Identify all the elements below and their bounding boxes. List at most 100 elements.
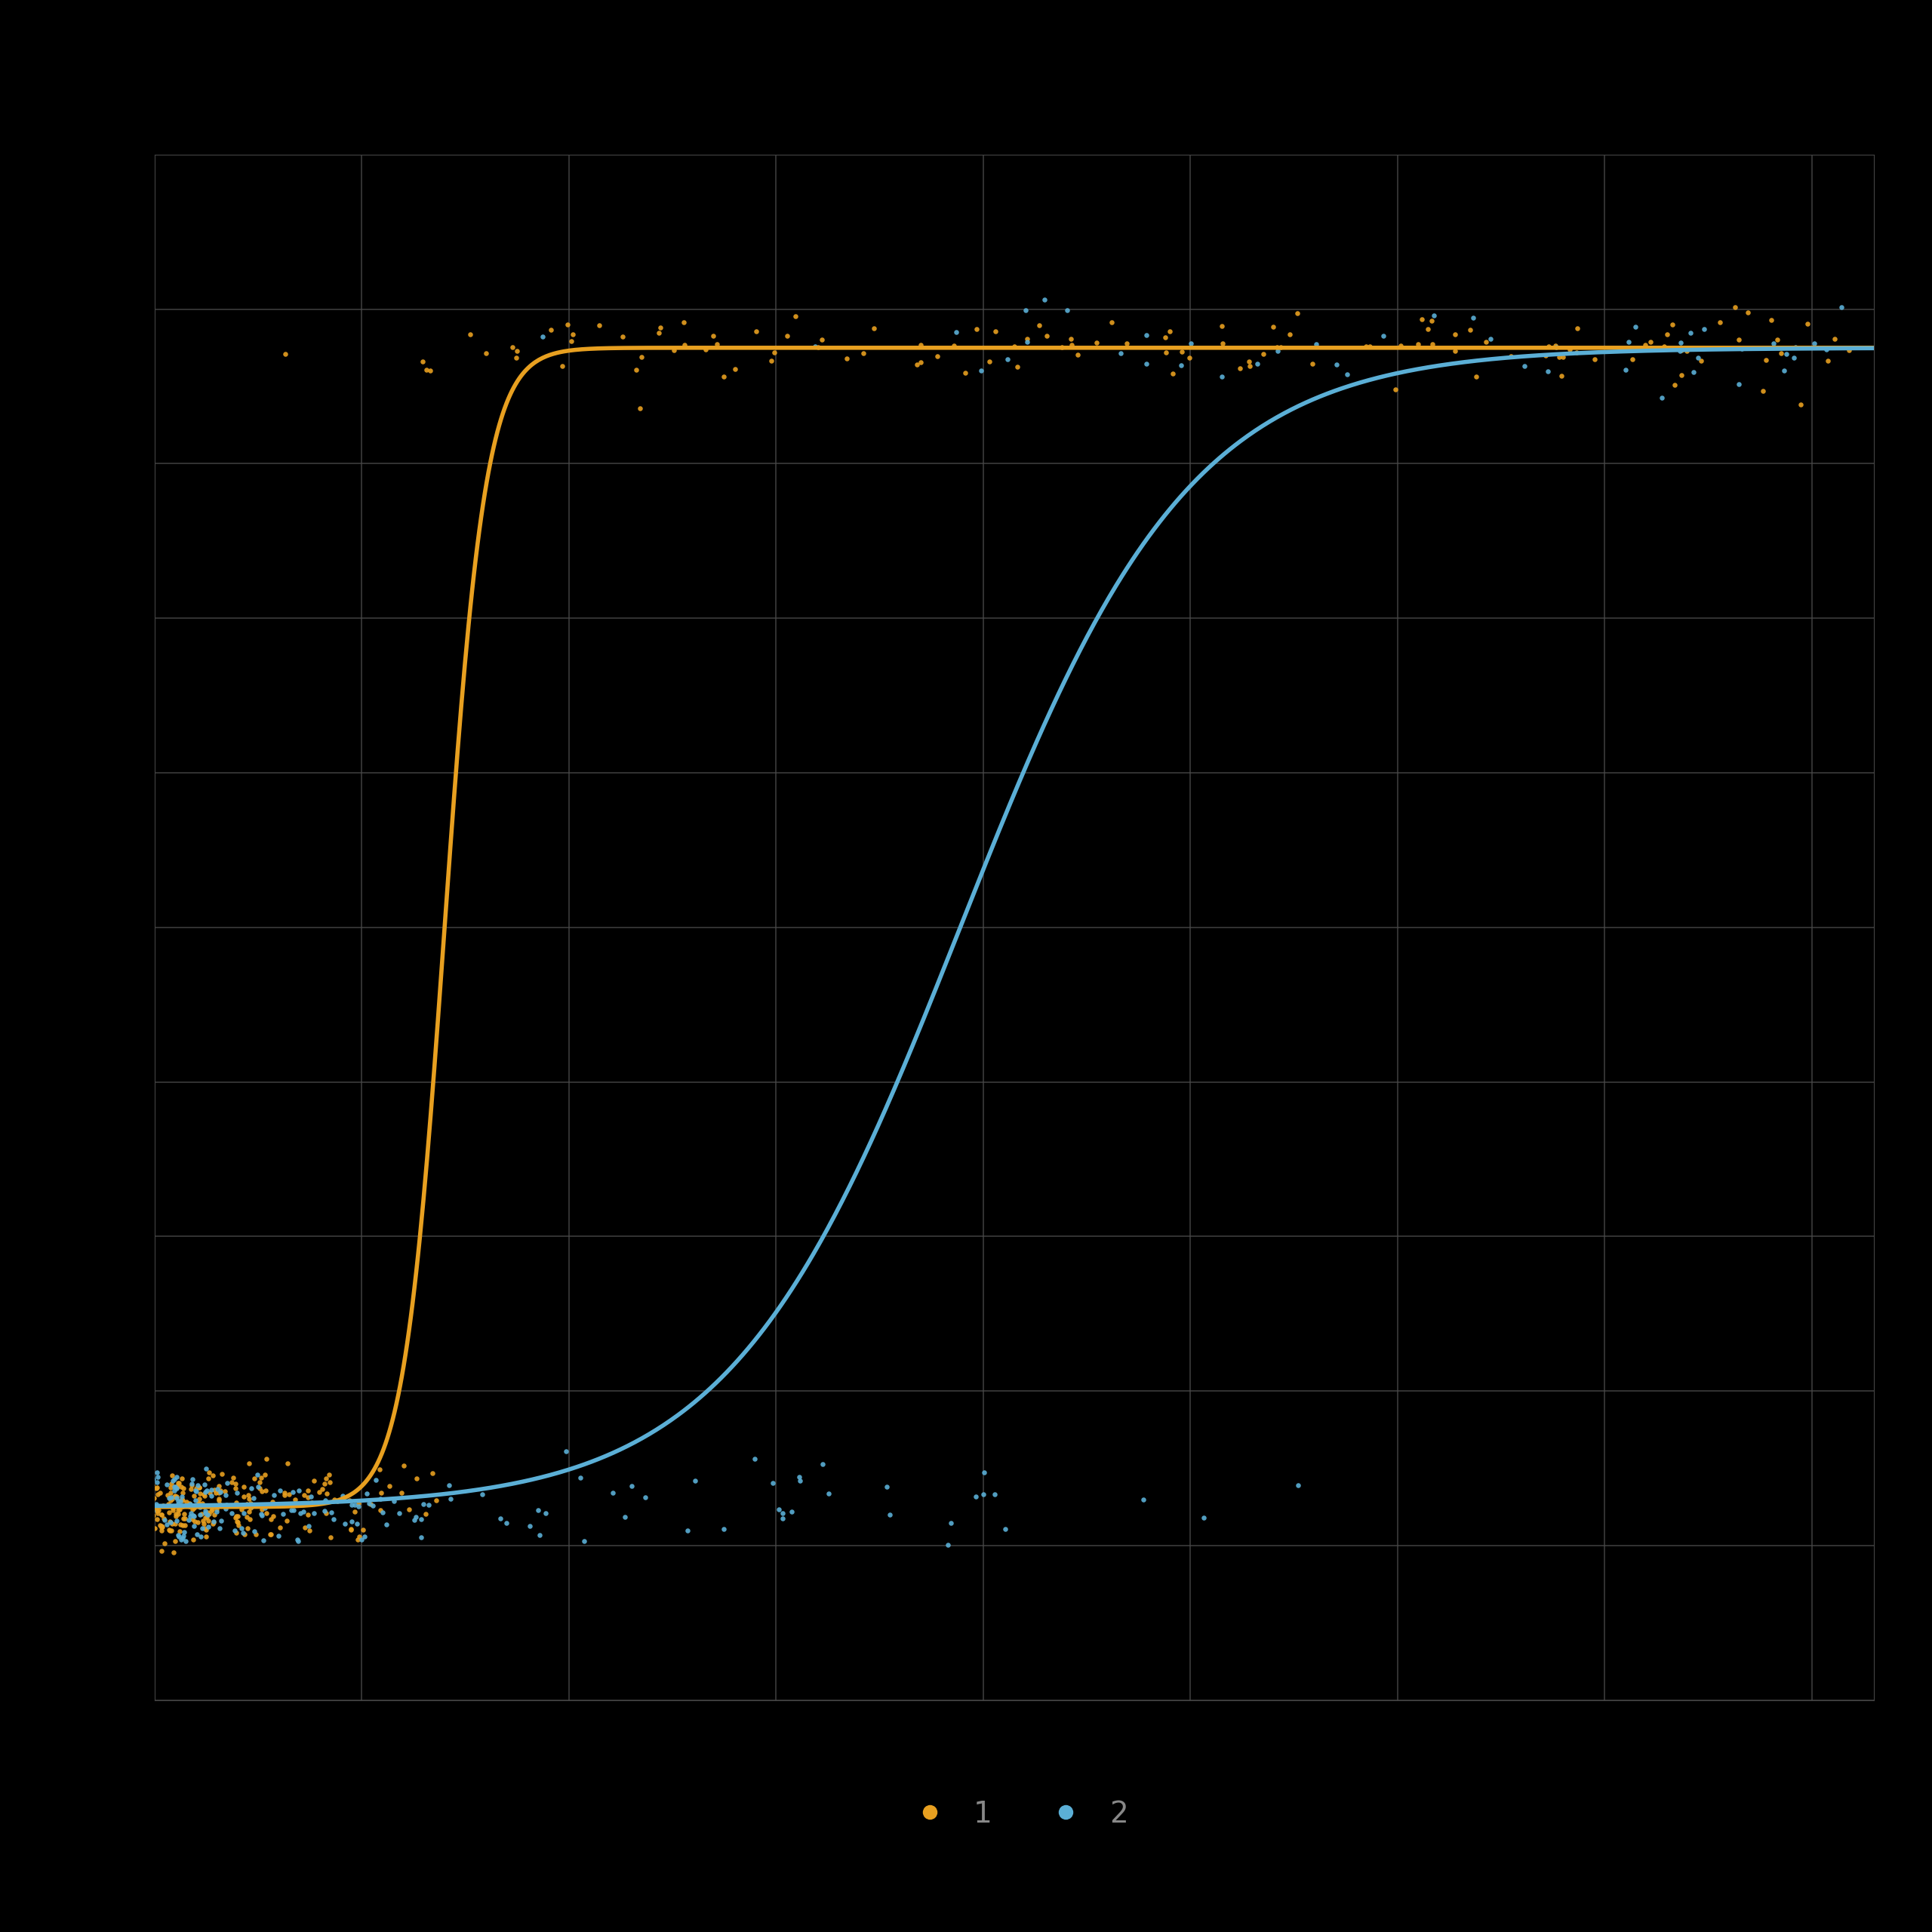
- Point: [1416, 328, 1447, 359]
- Point: [236, 1490, 267, 1520]
- Point: [697, 321, 728, 352]
- Point: [468, 1478, 498, 1509]
- Point: [1206, 361, 1236, 392]
- Point: [303, 1476, 334, 1507]
- Point: [166, 1486, 197, 1517]
- Point: [309, 1484, 340, 1515]
- Point: [280, 1484, 311, 1515]
- Point: [156, 1493, 187, 1524]
- Point: [357, 1490, 388, 1520]
- Point: [342, 1488, 373, 1519]
- Point: [529, 1497, 560, 1528]
- Point: [935, 1507, 966, 1538]
- Point: [375, 1470, 406, 1501]
- Point: [1208, 328, 1238, 359]
- Point: [220, 1488, 251, 1519]
- Point: [311, 1497, 342, 1528]
- Point: [296, 1488, 327, 1519]
- Point: [435, 1484, 466, 1515]
- Point: [1476, 325, 1507, 355]
- Point: [185, 1499, 216, 1530]
- Point: [1689, 313, 1719, 344]
- Point: [400, 1501, 431, 1532]
- Point: [232, 1513, 263, 1544]
- Point: [247, 1493, 278, 1524]
- Point: [1258, 311, 1289, 342]
- Point: [597, 1478, 628, 1509]
- Point: [408, 1490, 439, 1520]
- Point: [1665, 359, 1696, 390]
- Point: [1032, 321, 1063, 352]
- Point: [607, 321, 638, 352]
- Point: [155, 1478, 185, 1509]
- Point: [185, 1492, 216, 1522]
- Point: [261, 1488, 292, 1519]
- Point: [147, 1515, 178, 1546]
- Point: [162, 1492, 193, 1522]
- Point: [166, 1490, 197, 1520]
- Point: [187, 1488, 218, 1519]
- Point: [491, 1507, 522, 1538]
- Point: [236, 1493, 267, 1524]
- Point: [1262, 330, 1293, 361]
- Point: [1130, 348, 1161, 379]
- Point: [218, 1515, 249, 1546]
- Point: [620, 355, 651, 386]
- Point: [166, 1482, 197, 1513]
- Point: [189, 1470, 220, 1501]
- Point: [701, 328, 732, 359]
- Point: [211, 1490, 242, 1520]
- Point: [551, 1435, 582, 1466]
- Point: [394, 1493, 425, 1524]
- Point: [197, 1493, 228, 1524]
- Point: [1111, 328, 1142, 359]
- Point: [781, 301, 811, 332]
- Point: [497, 332, 527, 363]
- Point: [234, 1484, 265, 1515]
- Point: [213, 1466, 243, 1497]
- Point: [145, 1511, 176, 1542]
- Point: [1665, 327, 1696, 357]
- Point: [327, 1480, 357, 1511]
- Point: [178, 1524, 209, 1555]
- Point: [168, 1503, 199, 1534]
- Point: [1128, 1484, 1159, 1515]
- Point: [980, 315, 1010, 346]
- Point: [1208, 311, 1238, 342]
- Point: [933, 1530, 964, 1561]
- Point: [338, 1495, 369, 1526]
- Point: [624, 392, 655, 423]
- Point: [319, 1503, 350, 1534]
- Point: [269, 1480, 299, 1511]
- Point: [141, 1490, 172, 1520]
- Point: [158, 1470, 189, 1501]
- Point: [158, 1474, 189, 1505]
- Point: [668, 328, 699, 359]
- Point: [500, 336, 531, 367]
- Point: [189, 1503, 220, 1534]
- Point: [162, 1495, 193, 1526]
- Point: [220, 1505, 251, 1536]
- Point: [201, 1478, 232, 1509]
- Point: [166, 1522, 197, 1553]
- Point: [1621, 311, 1652, 342]
- Point: [1003, 352, 1034, 383]
- Point: [547, 350, 578, 381]
- Point: [139, 1513, 170, 1544]
- Point: [160, 1526, 191, 1557]
- Point: [999, 330, 1030, 361]
- Point: [1495, 340, 1526, 371]
- Point: [184, 1490, 214, 1520]
- Point: [313, 1459, 344, 1490]
- Point: [153, 1515, 184, 1546]
- Point: [247, 1476, 278, 1507]
- Point: [757, 1468, 788, 1499]
- Point: [680, 1466, 711, 1497]
- Point: [616, 1470, 647, 1501]
- Point: [174, 1488, 205, 1519]
- Point: [211, 1480, 242, 1511]
- Point: [282, 1526, 313, 1557]
- Point: [199, 1499, 230, 1530]
- Point: [767, 1503, 798, 1534]
- Point: [406, 1503, 437, 1534]
